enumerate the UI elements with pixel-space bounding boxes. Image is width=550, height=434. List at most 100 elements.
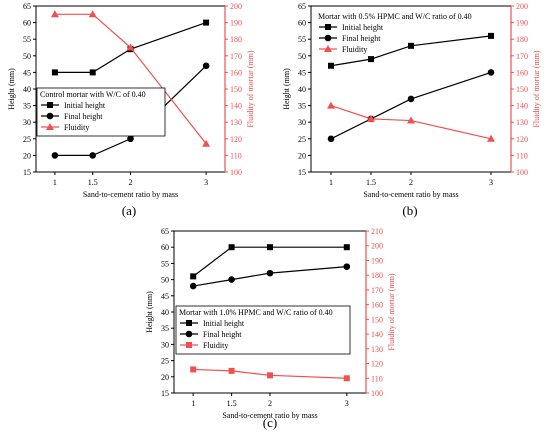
y2-tick-label: 130 (230, 118, 242, 127)
y2-tick-label: 160 (371, 301, 383, 310)
legend: Mortar with 1.0% HPMC and W/C ratio of 0… (175, 305, 351, 355)
legend-label: Fluidity (342, 45, 367, 54)
chart-panel-1: 15 20 25 30 35 40 45 50 55 60 65 100 110 120 130 140 150… (7, 2, 255, 218)
legend-marker (186, 320, 192, 326)
y2-tick-label: 150 (516, 85, 528, 94)
legend-label: Final height (342, 34, 381, 43)
data-point-3 (228, 367, 235, 374)
legend-label: Initial height (64, 101, 106, 110)
series-line-1 (330, 35, 492, 67)
y2-tick-label: 130 (371, 345, 383, 354)
y-axis-title: Height (mm) (7, 68, 16, 110)
y2-tick-label: 200 (516, 2, 528, 11)
y2-tick-label: 120 (516, 135, 528, 144)
y2-tick-label: 100 (516, 168, 528, 177)
data-point-3 (487, 134, 495, 142)
y2-tick-label: 160 (230, 68, 242, 77)
y-tick-label: 35 (298, 102, 306, 111)
y-tick-label: 45 (23, 68, 31, 77)
data-point-3 (88, 10, 97, 18)
y-tick-label: 45 (298, 68, 306, 77)
data-point-1 (89, 69, 96, 76)
y2-tick-label: 190 (371, 256, 383, 265)
y-tick-label: 60 (161, 243, 169, 252)
series-line-3 (54, 13, 207, 145)
series-line-1 (54, 22, 207, 74)
legend-label: Fluidity (203, 341, 228, 350)
y-tick-label: 20 (23, 151, 31, 160)
y-tick-label: 50 (23, 52, 31, 61)
legend-marker (325, 24, 331, 30)
y-tick-label: 30 (23, 118, 31, 127)
y-tick-label: 15 (23, 168, 31, 177)
x-tick-label: 2 (409, 178, 413, 187)
y-tick-label: 25 (23, 135, 31, 144)
legend-label: Final height (64, 112, 103, 121)
legend-title: Control mortar with W/C of 0.40 (40, 90, 146, 99)
legend-label: Initial height (342, 23, 384, 32)
y-tick-label: 15 (161, 389, 169, 398)
data-point-3 (190, 366, 197, 373)
data-point-1 (228, 244, 235, 251)
series-line-2 (54, 65, 207, 156)
y-tick-label: 65 (298, 2, 306, 11)
data-point-2 (487, 69, 495, 76)
legend-marker (186, 342, 192, 348)
x-tick-label: 2 (129, 178, 133, 187)
y-tick-label: 65 (23, 2, 31, 11)
data-point-3 (126, 43, 135, 51)
y-tick-label: 55 (23, 35, 31, 44)
y2-tick-label: 140 (371, 330, 383, 339)
legend-marker (324, 34, 332, 42)
data-point-3 (327, 101, 335, 109)
data-point-3 (407, 116, 415, 124)
legend-marker (46, 123, 54, 130)
data-point-1 (328, 62, 334, 69)
y2-tick-label: 180 (516, 35, 528, 44)
y2-tick-label: 170 (516, 52, 528, 61)
legend: Control mortar with W/C of 0.40 Initial h… (36, 87, 166, 137)
x-tick-label: 3 (489, 178, 493, 187)
y2-tick-label: 210 (371, 227, 383, 236)
legend-marker (324, 45, 332, 52)
data-point-3 (202, 139, 211, 147)
y2-tick-label: 150 (230, 85, 242, 94)
series-line-1 (192, 246, 347, 277)
y2-tick-label: 170 (230, 52, 242, 61)
x-tick-label: 1.5 (366, 178, 376, 187)
x-tick-label: 1 (191, 399, 195, 408)
data-point-1 (368, 56, 374, 63)
y2-tick-label: 130 (516, 118, 528, 127)
x-axis-title: Sand-to-cement ratio by mass (222, 411, 317, 420)
legend-marker (47, 102, 53, 108)
y-tick-label: 30 (298, 118, 306, 127)
data-point-1 (51, 69, 58, 76)
y2-tick-label: 180 (371, 271, 383, 280)
y-tick-label: 15 (298, 168, 306, 177)
y-tick-label: 65 (161, 227, 169, 236)
y2-axis-title: Fluidity of mortar (mm) (387, 273, 396, 350)
panel-label: (c) (263, 415, 277, 430)
data-point-1 (267, 244, 273, 251)
x-axis-title: Sand-to-cement ratio by mass (363, 190, 458, 199)
data-point-2 (89, 152, 96, 159)
panel-label: (a) (122, 203, 136, 218)
y2-tick-label: 200 (230, 2, 242, 11)
y2-tick-label: 120 (230, 135, 242, 144)
data-point-1 (190, 273, 197, 280)
legend-marker (46, 112, 54, 120)
data-point-2 (51, 152, 59, 159)
y-tick-label: 45 (161, 292, 169, 301)
y2-tick-label: 180 (230, 35, 242, 44)
y-tick-label: 55 (161, 259, 169, 268)
data-point-2 (327, 135, 335, 143)
panel-label: (b) (402, 203, 417, 218)
y-tick-label: 40 (161, 308, 169, 317)
x-tick-label: 3 (204, 178, 208, 187)
data-point-1 (488, 32, 494, 39)
y2-tick-label: 140 (516, 102, 528, 111)
legend-title: Mortar with 0.5% HPMC and W/C ratio of 0… (318, 12, 472, 21)
data-point-1 (203, 19, 210, 26)
y2-tick-label: 170 (371, 286, 383, 295)
